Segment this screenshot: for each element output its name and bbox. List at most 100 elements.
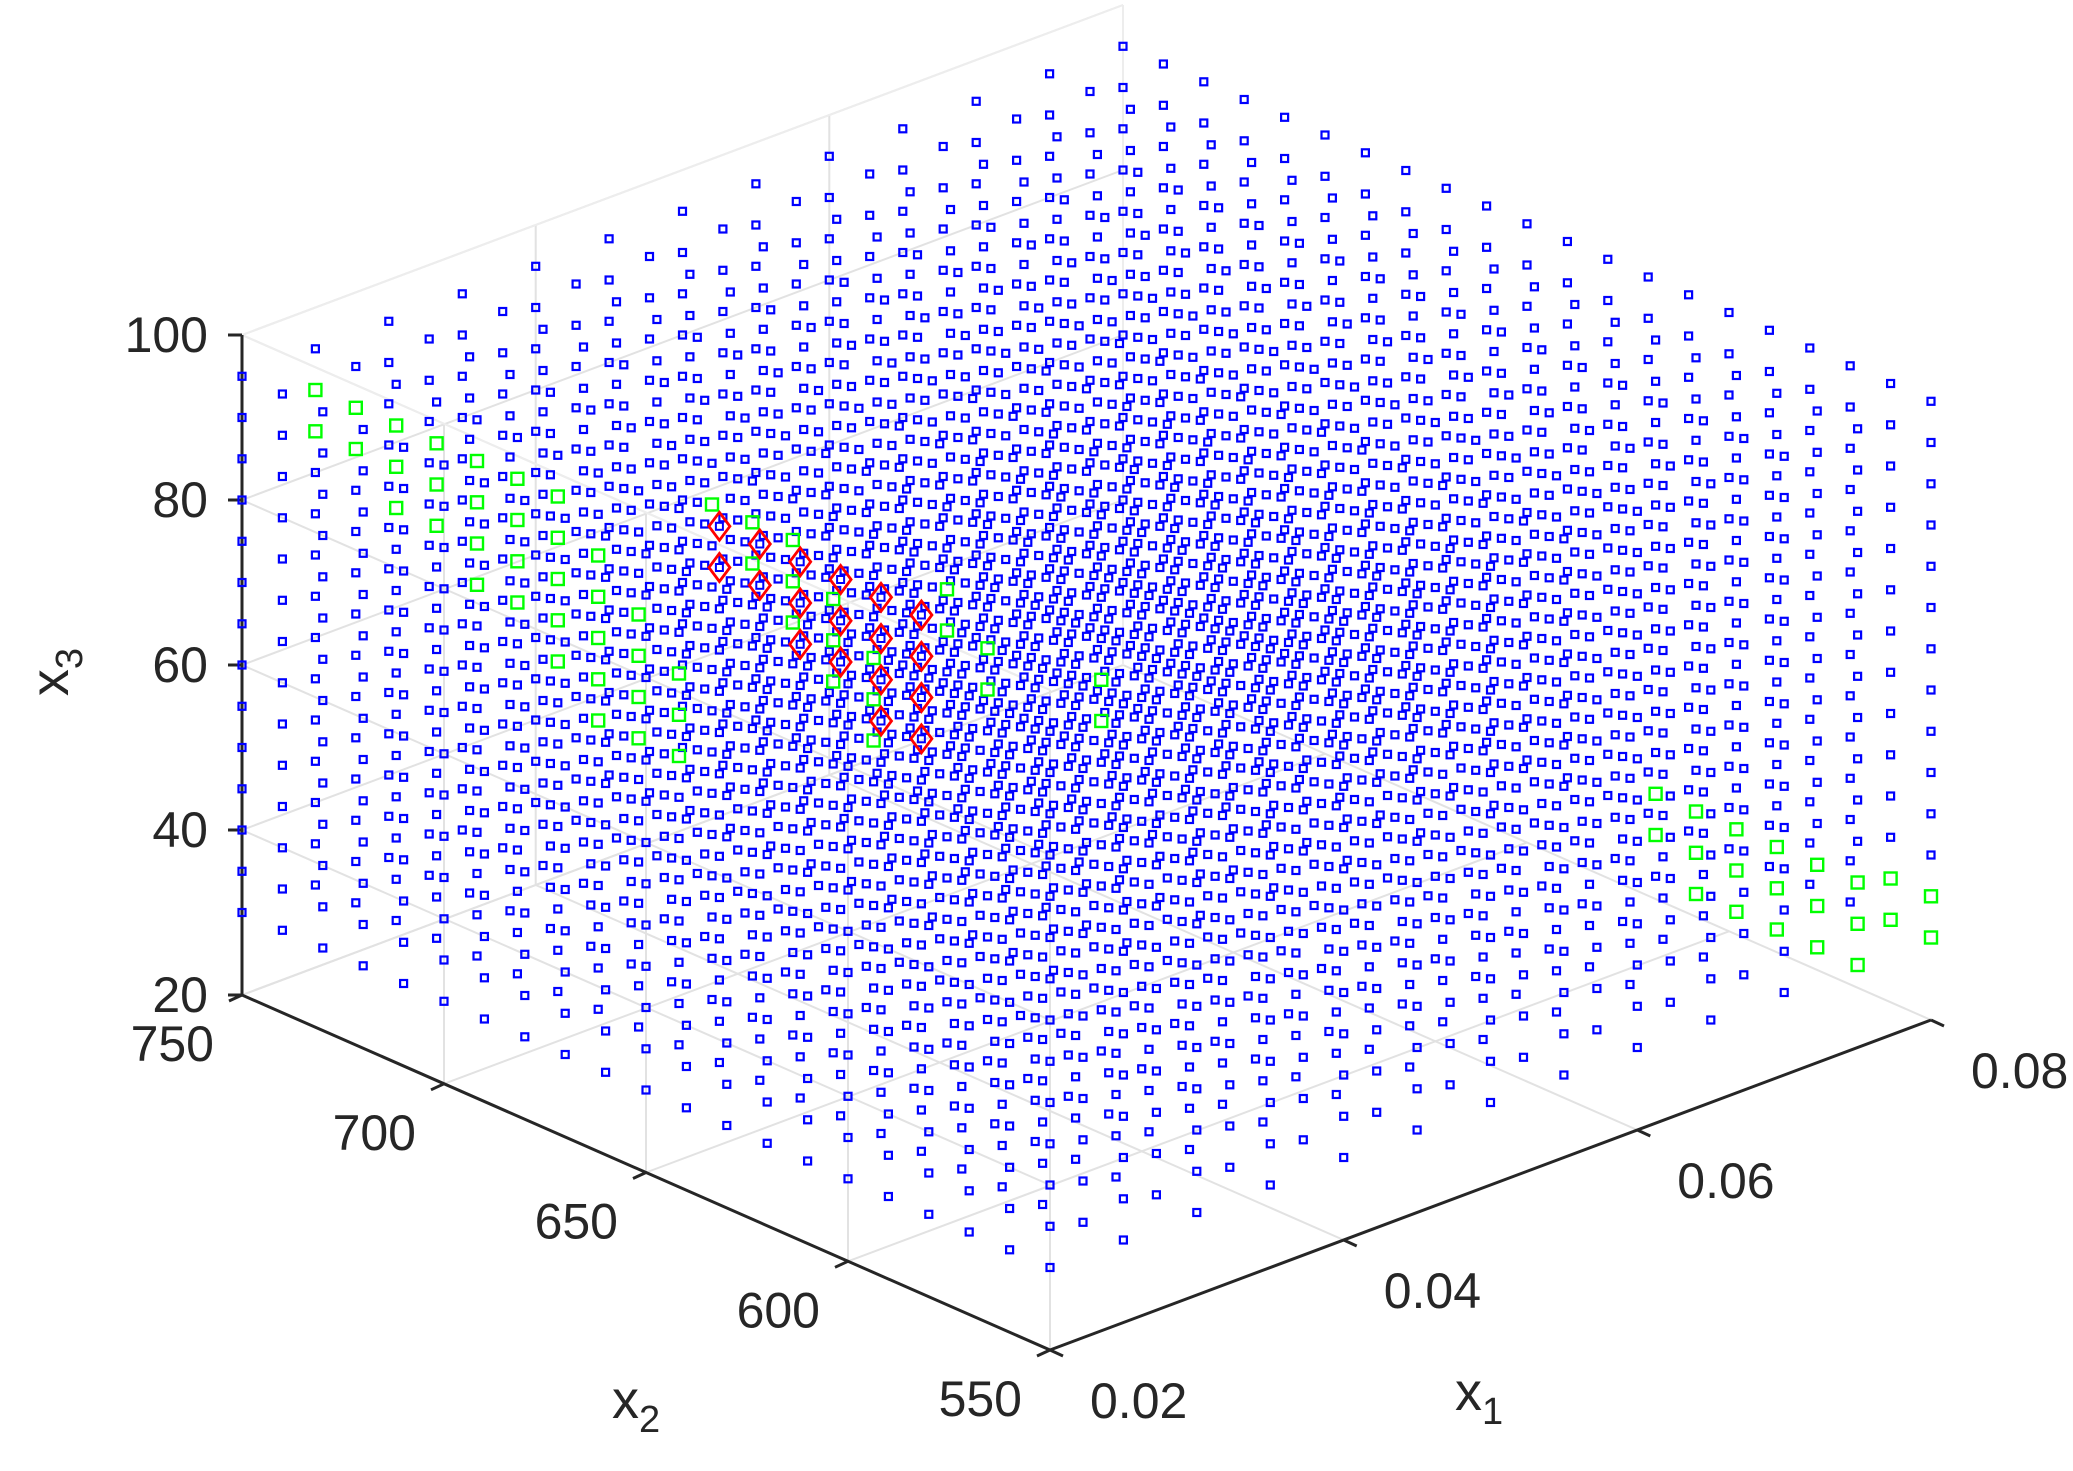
data-point-blue <box>1544 531 1554 542</box>
data-point-blue <box>1335 380 1345 390</box>
data-point-blue <box>1570 547 1580 557</box>
data-point-blue <box>604 234 614 244</box>
data-point-blue <box>1210 871 1220 881</box>
data-point-blue <box>531 591 541 601</box>
data-point-blue <box>1518 970 1529 980</box>
data-point-blue <box>1423 643 1433 653</box>
data-point-blue <box>1375 686 1385 696</box>
data-point-blue <box>1140 766 1150 777</box>
data-point-blue <box>1140 478 1150 488</box>
data-point-blue <box>1213 368 1224 378</box>
data-point-blue <box>1529 529 1540 539</box>
data-point-blue <box>1706 850 1716 860</box>
data-point-blue <box>960 413 970 423</box>
data-point-blue <box>1258 1076 1268 1086</box>
data-point-blue <box>1485 974 1496 984</box>
data-point-green <box>1809 857 1825 872</box>
data-point-blue <box>1243 496 1253 506</box>
data-point-blue <box>997 728 1007 738</box>
data-point-blue <box>1151 1148 1162 1159</box>
data-point-blue <box>758 695 768 706</box>
data-point-blue <box>982 602 993 612</box>
data-point-blue <box>861 507 871 518</box>
data-point-blue <box>1283 802 1294 813</box>
data-point-blue <box>1529 653 1540 663</box>
data-point-blue <box>1327 399 1338 409</box>
data-point-green <box>1769 922 1785 937</box>
data-point-blue <box>1067 505 1077 515</box>
data-point-blue <box>1584 755 1595 766</box>
data-point-blue <box>960 537 970 547</box>
data-point-blue <box>1423 808 1433 818</box>
data-point-blue <box>1408 765 1418 775</box>
data-point-blue <box>1731 618 1742 628</box>
data-point-blue <box>964 773 974 783</box>
data-point-blue <box>432 603 442 613</box>
data-point-blue <box>909 836 919 846</box>
data-point-blue <box>1339 1111 1349 1121</box>
data-point-blue <box>1683 826 1694 836</box>
data-point-blue <box>978 613 989 623</box>
data-point-blue <box>652 727 662 737</box>
data-point-blue <box>1570 588 1580 598</box>
data-point-blue <box>1026 322 1036 333</box>
data-point-blue <box>465 393 475 403</box>
data-point-blue <box>828 800 838 810</box>
data-point-blue <box>1368 458 1378 468</box>
data-point-blue <box>1166 493 1176 503</box>
data-point-blue <box>1320 336 1330 346</box>
data-point-blue <box>762 1014 772 1025</box>
data-point-blue <box>1078 763 1088 774</box>
data-point-blue <box>1522 631 1532 641</box>
data-point-blue <box>1485 1097 1496 1108</box>
data-point-blue <box>968 930 978 940</box>
data-point-blue <box>1078 846 1088 856</box>
data-point-green <box>826 674 841 689</box>
data-point-blue <box>1926 809 1936 819</box>
data-point-blue <box>920 684 930 694</box>
data-point-blue <box>935 686 945 696</box>
data-point-blue <box>986 758 996 769</box>
data-point-blue <box>725 287 735 297</box>
data-point-blue <box>846 753 857 763</box>
data-point-blue <box>905 393 915 403</box>
data-point-green <box>550 613 565 628</box>
data-point-blue <box>780 843 791 853</box>
data-point-blue <box>1118 987 1129 998</box>
data-point-blue <box>1885 832 1896 842</box>
data-point-blue <box>586 487 596 498</box>
data-point-blue <box>883 985 894 995</box>
data-point-blue <box>593 922 603 932</box>
data-point-red <box>747 527 773 561</box>
data-point-blue <box>560 926 570 936</box>
data-point-blue <box>1698 704 1709 715</box>
data-point-blue <box>457 784 467 794</box>
data-point-blue <box>1360 395 1371 405</box>
data-point-blue <box>990 706 1000 716</box>
data-point-blue <box>1441 431 1451 441</box>
data-point-blue <box>1269 429 1279 439</box>
data-point-blue <box>1357 486 1367 496</box>
data-point-blue <box>872 314 882 325</box>
data-point-blue <box>945 699 956 710</box>
data-point-blue <box>1335 421 1345 431</box>
data-point-blue <box>277 884 287 894</box>
data-point-blue <box>1683 496 1694 506</box>
data-point-blue <box>1291 659 1301 669</box>
data-point-blue <box>1144 962 1154 972</box>
data-point-blue <box>978 489 989 499</box>
data-point-blue <box>1529 323 1540 333</box>
data-point-blue <box>978 572 989 582</box>
data-point-blue <box>971 96 981 106</box>
data-point-blue <box>773 821 783 832</box>
data-point-blue <box>901 855 912 865</box>
data-point-blue <box>1279 525 1290 535</box>
data-point-blue <box>600 1026 611 1036</box>
data-point-blue <box>773 409 783 419</box>
data-point-blue <box>916 1105 927 1115</box>
data-point-blue <box>725 782 735 792</box>
data-point-blue <box>1107 770 1117 781</box>
data-point-blue <box>843 926 853 936</box>
data-point-blue <box>479 973 489 983</box>
data-point-blue <box>1254 592 1264 602</box>
